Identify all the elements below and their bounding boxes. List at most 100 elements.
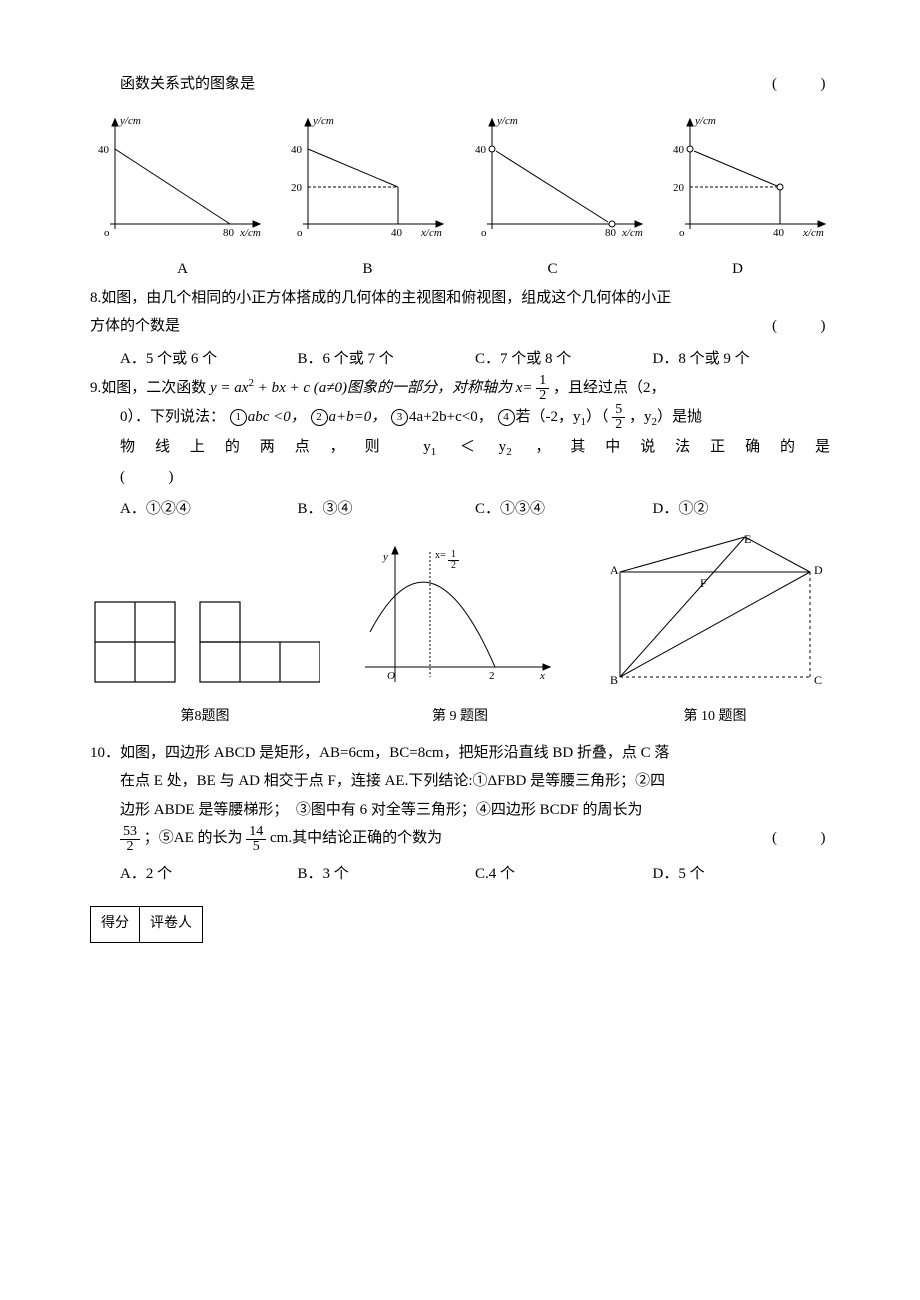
score-cell-1: 得分 (91, 907, 140, 943)
q10-caption: 第 10 题图 (600, 704, 830, 731)
q9-figure-svg: O x y 2 x= 12 (365, 542, 555, 692)
q7-chart-B: 40 20 40 o y/cm x/cm (288, 109, 448, 250)
svg-text:F: F (700, 576, 707, 590)
svg-text:o: o (679, 227, 685, 239)
q9-options: A．①②④ B．③④ C．①③④ D．①② (90, 495, 830, 524)
svg-text:y/cm: y/cm (119, 115, 141, 127)
circle-1-icon: 1 (230, 409, 247, 426)
q7-letter-D: D (645, 255, 830, 284)
q10-optA: A．2 个 (120, 860, 298, 889)
q7-letter-C: C (460, 255, 645, 284)
score-table: 得分 评卷人 (90, 906, 203, 943)
q10-l4a: ；⑤AE 的长为 (144, 830, 243, 846)
q7-chart-C-svg: 40 80 o y/cm x/cm (472, 109, 647, 239)
q9-line2: 0）．下列说法： 1abc <0， 2a+b=0， 34a+2b+c<0， 4若… (90, 403, 830, 433)
svg-text:y/cm: y/cm (312, 115, 334, 127)
q7-stem-text: 函数关系式的图象是 (120, 70, 255, 99)
q7-letter-A: A (90, 255, 275, 284)
q7-bracket: ( ) (772, 70, 830, 99)
q8-caption: 第8题图 (90, 704, 320, 731)
q7-chart-A: 40 80 o y/cm x/cm (90, 109, 265, 250)
q8-options: A．5 个或 6 个 B．6 个或 7 个 C．7 个或 8 个 D．8 个或 … (90, 345, 830, 374)
q7-letter-B: B (275, 255, 460, 284)
q9-s4-pre: 若（-2，y (516, 409, 581, 425)
svg-text:E: E (744, 532, 751, 546)
q9-frac-52: 52 (612, 403, 625, 432)
q9-s4-end: ）是抛 (657, 409, 702, 425)
svg-text:x: x (539, 670, 545, 682)
svg-text:20: 20 (673, 182, 685, 194)
svg-text:O: O (387, 670, 395, 682)
q9-line1: 9.如图，二次函数 y = ax2 + bx + c (a≠0)图象的一部分，对… (90, 373, 830, 403)
q8-stem2-text: 方体的个数是 (90, 312, 180, 341)
svg-text:40: 40 (291, 144, 303, 156)
q9-s4-mid: ）（ (586, 409, 609, 425)
q8-stem-line2: 方体的个数是 ( ) (90, 312, 830, 341)
q9-s2: a+b=0， (329, 409, 387, 425)
svg-text:C: C (814, 673, 822, 687)
q9-post: ，且经过点（2， (553, 380, 666, 396)
q8-figure-svg (90, 582, 320, 692)
q9-optA: A．①②④ (120, 495, 298, 524)
q10-line3: 边形 ABDE 是等腰梯形； ③图中有 6 对全等三角形；④四边形 BCDF 的… (90, 796, 830, 825)
q9-s1: abc <0， (248, 409, 306, 425)
q9-l3a: 物线上的两点，则 y (120, 439, 431, 455)
q7-chart-C: 40 80 o y/cm x/cm (472, 109, 647, 250)
svg-text:20: 20 (291, 182, 303, 194)
q7-chart-B-svg: 40 20 40 o y/cm x/cm (288, 109, 448, 239)
q10-options: A．2 个 B．3 个 C.4 个 D．5 个 (90, 860, 830, 889)
q9-l3b: ＜ y (436, 439, 506, 455)
q10-figure: A B C D E F 第 10 题图 (600, 532, 830, 731)
q9-bracket-line: ( ) (90, 463, 830, 492)
q10-optB: B．3 个 (298, 860, 476, 889)
q9-optD: D．①② (653, 495, 831, 524)
svg-text:40: 40 (391, 227, 403, 239)
svg-text:y/cm: y/cm (496, 115, 518, 127)
svg-text:40: 40 (98, 144, 110, 156)
svg-text:2: 2 (489, 670, 495, 682)
svg-text:D: D (814, 563, 823, 577)
q7-stem: 函数关系式的图象是 ( ) (90, 70, 830, 99)
score-cell-2: 评卷人 (140, 907, 203, 943)
q8-figure: 第8题图 (90, 582, 320, 731)
q10-l4b: cm.其中结论正确的个数为 (270, 830, 442, 846)
q8-optD: D．8 个或 9 个 (653, 345, 831, 374)
q10-optD: D．5 个 (653, 860, 831, 889)
q10-frac-145: 145 (246, 825, 266, 854)
q8-stem-line1: 8.如图，由几个相同的小正方体搭成的几何体的主视图和俯视图，组成这个几何体的小正 (90, 284, 830, 313)
q9-eq-y: y = ax (210, 380, 248, 396)
circle-3-icon: 3 (391, 409, 408, 426)
q8-optB: B．6 个或 7 个 (298, 345, 476, 374)
svg-text:40: 40 (673, 144, 685, 156)
q7-chart-letters: A B C D (90, 255, 830, 284)
q9-s3: 4a+2b+c<0， (409, 409, 493, 425)
q8-optA: A．5 个或 6 个 (120, 345, 298, 374)
svg-text:x=: x= (435, 550, 446, 561)
q10-optC: C.4 个 (475, 860, 653, 889)
svg-text:o: o (297, 227, 303, 239)
q10-frac-532: 532 (120, 825, 140, 854)
q9-figure: O x y 2 x= 12 第 9 题图 (365, 542, 555, 731)
q9-l2-pre: 0）．下列说法： (120, 409, 225, 425)
q7-chart-A-svg: 40 80 o y/cm x/cm (90, 109, 265, 239)
q9-line3: 物线上的两点，则 y1 ＜ y2 ，其中说法正确的是 (90, 433, 830, 463)
svg-text:80: 80 (605, 227, 617, 239)
svg-text:40: 40 (475, 144, 487, 156)
svg-text:x/cm: x/cm (802, 227, 824, 239)
svg-text:x/cm: x/cm (420, 227, 442, 239)
q9-optB: B．③④ (298, 495, 476, 524)
svg-text:A: A (610, 563, 619, 577)
q7-chart-D-svg: 40 20 40 o y/cm x/cm (670, 109, 830, 239)
svg-text:x/cm: x/cm (621, 227, 643, 239)
q9-l3c: ，其中说法正确的是 (512, 439, 830, 455)
q7-chart-D: 40 20 40 o y/cm x/cm (670, 109, 830, 250)
svg-text:B: B (610, 673, 618, 687)
q10-line4: 532 ；⑤AE 的长为 145 cm.其中结论正确的个数为 ( ) (90, 824, 830, 853)
svg-text:o: o (481, 227, 487, 239)
svg-text:y: y (382, 551, 388, 563)
svg-text:x/cm: x/cm (239, 227, 261, 239)
svg-text:o: o (104, 227, 110, 239)
circle-2-icon: 2 (311, 409, 328, 426)
q9-eq-rest: + bx + c (a≠0)图象的一部分，对称轴为 x= (254, 380, 533, 396)
q9-s4-post: ，y (629, 409, 652, 425)
